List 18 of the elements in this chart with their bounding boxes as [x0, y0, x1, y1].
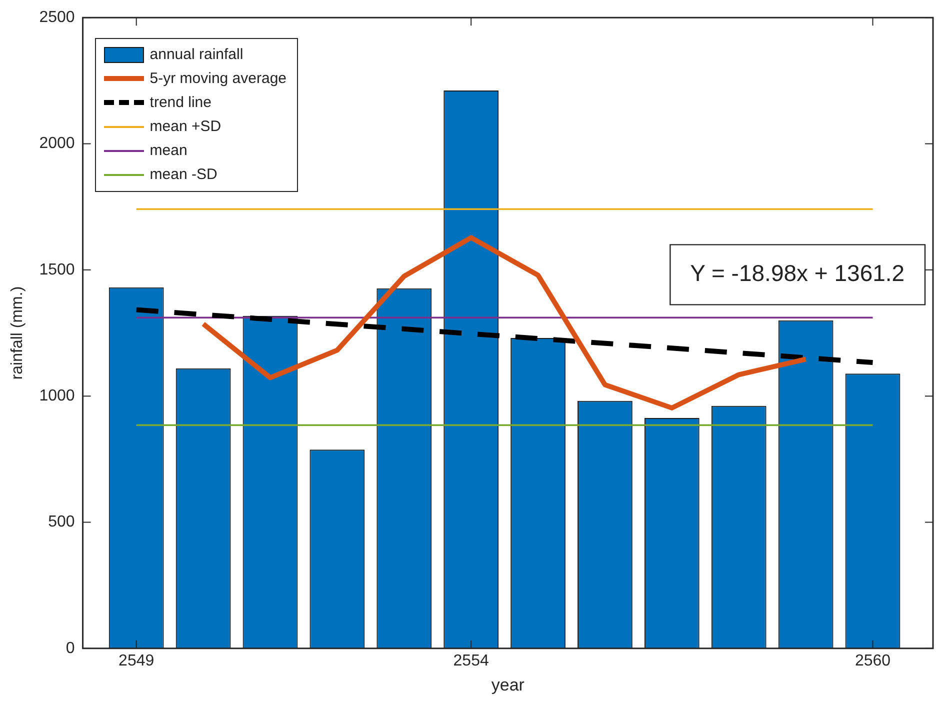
x-axis-title: year — [491, 675, 525, 694]
y-tick-label: 2500 — [39, 9, 75, 26]
y-axis-title: rainfall (mm.) — [9, 286, 26, 380]
legend-label: mean +SD — [150, 118, 222, 136]
x-tick-label: 2549 — [118, 652, 154, 670]
legend-label: annual rainfall — [150, 46, 244, 64]
legend-label: 5-yr moving average — [150, 70, 287, 88]
legend-label: mean -SD — [150, 166, 218, 184]
y-tick-label: 2000 — [39, 135, 75, 152]
annotation: Y = -18.98x + 1361.2 — [690, 260, 905, 286]
y-tick-label: 0 — [66, 640, 75, 657]
y-tick-label: 1000 — [39, 387, 75, 404]
y-tick-label: 500 — [48, 514, 75, 531]
x-tick-label: 2560 — [854, 652, 891, 670]
x-tick-label: 2554 — [453, 652, 489, 670]
y-tick-label: 1500 — [39, 261, 75, 278]
legend-label: mean — [150, 142, 188, 160]
legend-label: trend line — [150, 94, 212, 112]
